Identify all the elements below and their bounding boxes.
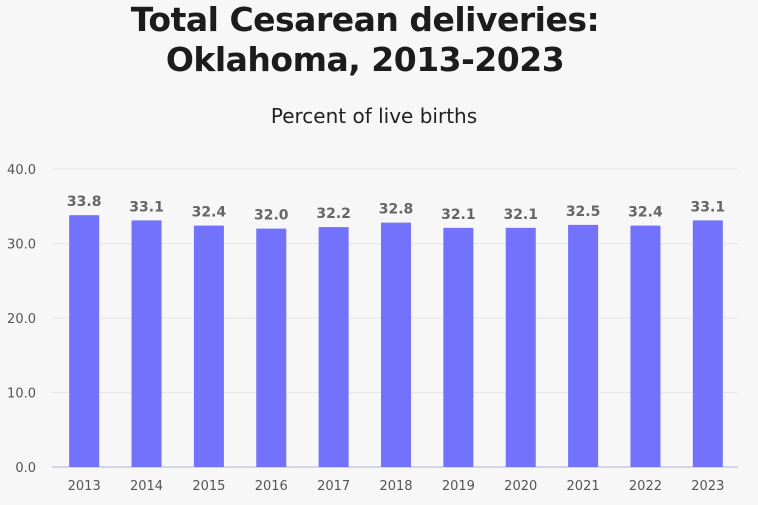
chart-title-line-1: Total Cesarean deliveries: <box>130 0 600 39</box>
data-label: 32.4 <box>628 205 663 221</box>
bar <box>381 222 411 467</box>
y-tick-label: 40.0 <box>7 163 36 178</box>
data-label: 33.1 <box>129 199 164 215</box>
bar <box>131 220 162 467</box>
data-label: 32.1 <box>441 207 476 223</box>
data-label: 33.1 <box>691 199 726 215</box>
bar <box>443 227 474 467</box>
bar <box>692 220 723 467</box>
bar <box>568 224 599 467</box>
x-tick-label: 2020 <box>504 479 537 494</box>
y-tick-label: 20.0 <box>7 312 36 327</box>
bar <box>505 227 536 467</box>
bar <box>630 225 661 467</box>
x-tick-label: 2021 <box>567 479 600 494</box>
data-label: 32.5 <box>566 204 601 220</box>
bar <box>69 215 100 467</box>
y-tick-label: 10.0 <box>7 387 36 402</box>
x-tick-label: 2016 <box>255 479 288 494</box>
bar <box>193 225 224 467</box>
x-tick-label: 2013 <box>68 479 101 494</box>
data-label: 32.2 <box>316 206 351 222</box>
x-tick-label: 2019 <box>442 479 475 494</box>
data-label: 32.0 <box>254 208 289 224</box>
x-tick-label: 2023 <box>691 479 724 494</box>
x-tick-label: 2022 <box>629 479 662 494</box>
bar <box>256 228 287 467</box>
bar <box>318 227 349 467</box>
chart-title-line-2: Oklahoma, 2013-2023 <box>165 40 565 79</box>
data-label: 32.4 <box>192 205 227 221</box>
x-tick-label: 2018 <box>379 479 412 494</box>
y-tick-label: 30.0 <box>7 238 36 253</box>
data-label: 33.8 <box>67 194 102 210</box>
x-tick-label: 2014 <box>130 479 163 494</box>
chart-subtitle: Percent of live births <box>270 104 478 128</box>
x-tick-label: 2015 <box>192 479 225 494</box>
x-tick-label: 2017 <box>317 479 350 494</box>
y-tick-label: 0.0 <box>15 461 36 476</box>
chart-title: Total Cesarean deliveries: Oklahoma, 201… <box>0 0 730 80</box>
data-label: 32.8 <box>379 202 414 218</box>
data-label: 32.1 <box>503 207 538 223</box>
